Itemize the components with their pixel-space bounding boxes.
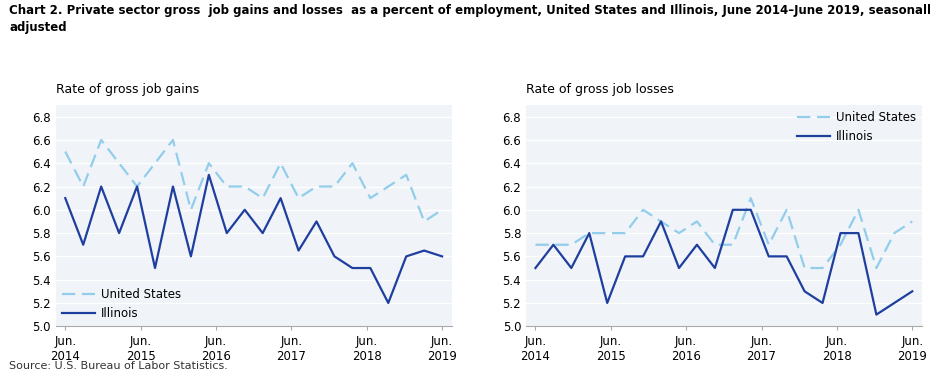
United States	[185, 207, 196, 212]
Illinois	[311, 219, 322, 224]
United States	[419, 219, 430, 224]
United States	[763, 243, 775, 247]
Illinois	[763, 254, 775, 259]
Illinois	[601, 301, 613, 305]
United States	[437, 207, 448, 212]
Illinois	[781, 254, 792, 259]
Line: Illinois: Illinois	[535, 210, 912, 315]
United States	[817, 266, 829, 270]
Illinois	[365, 266, 376, 270]
United States	[311, 184, 322, 189]
United States	[584, 231, 595, 236]
United States	[547, 243, 559, 247]
United States	[203, 161, 214, 165]
United States	[601, 231, 613, 236]
Legend: United States, Illinois: United States, Illinois	[797, 111, 916, 143]
United States	[275, 161, 286, 165]
Text: Source: U.S. Bureau of Labor Statistics.: Source: U.S. Bureau of Labor Statistics.	[9, 361, 228, 371]
Illinois	[239, 207, 250, 212]
United States	[638, 207, 649, 212]
Illinois	[275, 196, 286, 200]
Legend: United States, Illinois: United States, Illinois	[61, 288, 181, 320]
United States	[745, 196, 756, 200]
United States	[566, 243, 577, 247]
Illinois	[77, 243, 88, 247]
United States	[889, 231, 900, 236]
Illinois	[530, 266, 541, 270]
Illinois	[566, 266, 577, 270]
Illinois	[131, 184, 142, 189]
Illinois	[114, 231, 125, 236]
United States	[77, 184, 88, 189]
United States	[347, 161, 358, 165]
Illinois	[185, 254, 196, 259]
Illinois	[619, 254, 630, 259]
United States	[709, 243, 721, 247]
Text: Chart 2. Private sector gross  job gains and losses  as a percent of employment,: Chart 2. Private sector gross job gains …	[9, 4, 931, 34]
Illinois	[692, 243, 703, 247]
Illinois	[870, 312, 882, 317]
United States	[96, 138, 107, 142]
Illinois	[168, 184, 179, 189]
Illinois	[745, 207, 756, 212]
United States	[799, 266, 810, 270]
United States	[222, 184, 233, 189]
Illinois	[293, 248, 304, 253]
United States	[383, 184, 394, 189]
Illinois	[584, 231, 595, 236]
United States	[907, 219, 918, 224]
Text: Rate of gross job losses: Rate of gross job losses	[526, 83, 674, 96]
United States	[293, 196, 304, 200]
Line: Illinois: Illinois	[65, 175, 442, 303]
Illinois	[638, 254, 649, 259]
United States	[60, 149, 71, 154]
United States	[655, 219, 667, 224]
Illinois	[709, 266, 721, 270]
United States	[781, 207, 792, 212]
Illinois	[383, 301, 394, 305]
Illinois	[727, 207, 738, 212]
United States	[239, 184, 250, 189]
Illinois	[907, 289, 918, 294]
Illinois	[329, 254, 340, 259]
United States	[365, 196, 376, 200]
United States	[149, 161, 160, 165]
Illinois	[222, 231, 233, 236]
United States	[853, 207, 864, 212]
Illinois	[853, 231, 864, 236]
United States	[619, 231, 630, 236]
Illinois	[817, 301, 829, 305]
United States	[131, 184, 142, 189]
Illinois	[60, 196, 71, 200]
Line: United States: United States	[535, 198, 912, 268]
United States	[870, 266, 882, 270]
United States	[329, 184, 340, 189]
Illinois	[673, 266, 684, 270]
United States	[400, 172, 412, 177]
Illinois	[96, 184, 107, 189]
Illinois	[437, 254, 448, 259]
Illinois	[203, 172, 214, 177]
Line: United States: United States	[65, 140, 442, 222]
United States	[257, 196, 268, 200]
Illinois	[655, 219, 667, 224]
Illinois	[347, 266, 358, 270]
Illinois	[400, 254, 412, 259]
Text: Rate of gross job gains: Rate of gross job gains	[56, 83, 199, 96]
United States	[692, 219, 703, 224]
United States	[727, 243, 738, 247]
Illinois	[149, 266, 160, 270]
United States	[835, 243, 846, 247]
Illinois	[889, 301, 900, 305]
Illinois	[419, 248, 430, 253]
Illinois	[257, 231, 268, 236]
United States	[114, 161, 125, 165]
United States	[530, 243, 541, 247]
Illinois	[547, 243, 559, 247]
United States	[673, 231, 684, 236]
Illinois	[835, 231, 846, 236]
Illinois	[799, 289, 810, 294]
United States	[168, 138, 179, 142]
